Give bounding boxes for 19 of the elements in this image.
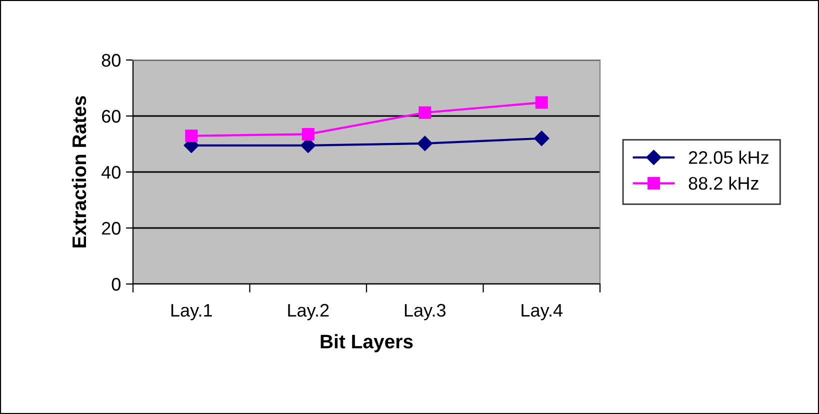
y-tick-label: 60 xyxy=(102,110,120,123)
legend-label: 88.2 kHz xyxy=(688,176,758,190)
x-tick-label: Lay.4 xyxy=(522,304,563,320)
x-tick-label: Lay.2 xyxy=(288,304,329,320)
point xyxy=(534,130,550,146)
point xyxy=(417,136,432,152)
y-tick-label: 20 xyxy=(102,222,120,235)
point xyxy=(302,128,314,140)
y-tick-label: 40 xyxy=(102,166,120,179)
y-tick-label: 80 xyxy=(102,54,120,67)
x-tick-label: Lay.3 xyxy=(404,304,446,320)
x-axis-title: Bit Layers xyxy=(320,334,413,352)
y-tick-label: 0 xyxy=(112,278,120,291)
y-axis-title: Extraction Rates xyxy=(72,96,86,248)
point xyxy=(418,106,432,119)
x-tick-label: Lay.1 xyxy=(171,304,212,320)
point xyxy=(535,96,548,109)
legend-label: 22.05 kHz xyxy=(688,150,768,164)
point xyxy=(185,130,198,142)
